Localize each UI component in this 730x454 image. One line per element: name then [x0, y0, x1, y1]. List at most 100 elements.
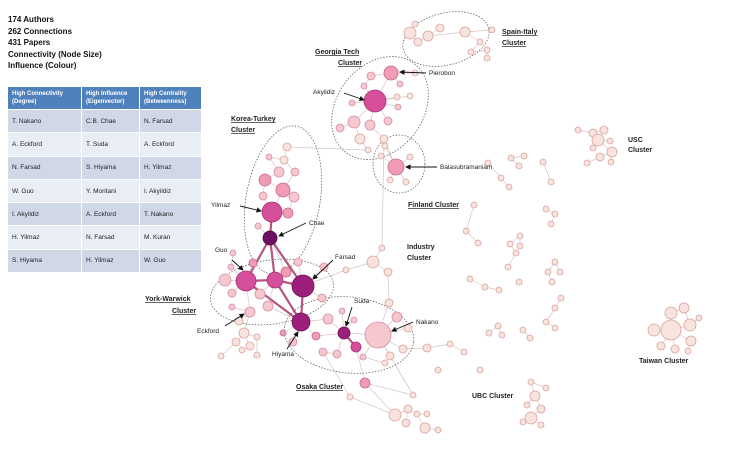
author-node — [506, 240, 514, 248]
author-node — [446, 340, 454, 348]
author-node — [606, 137, 614, 145]
author-node — [548, 278, 556, 286]
header-centrality-sub: (Betweenness) — [144, 99, 187, 105]
author-node — [322, 313, 334, 325]
author-node — [504, 263, 512, 271]
author-node — [595, 152, 605, 162]
author-label-eckford: Eckford — [197, 328, 219, 335]
pierobon-arrow — [399, 69, 427, 75]
author-node — [253, 333, 261, 341]
cluster-label-york-warwick: York-Warwick — [145, 296, 191, 303]
author-node — [311, 331, 321, 341]
name-arrows — [224, 69, 437, 350]
author-node — [470, 201, 478, 209]
author-node — [258, 191, 268, 201]
cell-connectivity: N. Farsad — [7, 155, 82, 180]
edge — [349, 396, 396, 416]
author-label-hiyama: Hiyama — [272, 351, 294, 358]
author-label-akyildiz: Akyildiz — [313, 89, 335, 96]
author-node — [526, 334, 534, 342]
author-node — [388, 408, 402, 422]
author-node — [248, 258, 258, 268]
author-node — [227, 263, 235, 271]
author-label-farsad: Farsad — [335, 254, 356, 261]
author-node — [422, 343, 432, 353]
author-node — [288, 191, 300, 203]
author-node — [547, 178, 555, 186]
author-node — [519, 418, 527, 426]
author-node — [318, 347, 328, 357]
table-row: I. Akyildiz A. Eckford T. Nakano — [7, 202, 202, 227]
author-node — [378, 244, 386, 252]
summary-stats: 174 Authors 262 Connections 431 Papers C… — [8, 14, 102, 72]
author-node — [484, 159, 492, 167]
author-node — [519, 326, 527, 334]
author-node — [381, 142, 389, 150]
author-node — [235, 270, 257, 292]
header-influence-title: High Influence — [86, 91, 128, 97]
cell-influence: A. Eckford — [81, 202, 140, 227]
author-node — [364, 146, 372, 154]
author-node — [386, 176, 394, 184]
author-node — [507, 154, 515, 162]
author-node — [406, 92, 414, 100]
eckford-arrow — [224, 313, 245, 327]
author-node — [403, 26, 417, 40]
author-node — [359, 377, 371, 389]
author-node — [254, 288, 266, 300]
table-row: S. Hiyama H. Yilmaz W. Guo — [7, 248, 202, 274]
author-node — [275, 182, 291, 198]
author-node — [683, 318, 697, 332]
author-node — [542, 318, 550, 326]
cell-centrality: A. Eckford — [139, 132, 202, 157]
author-node — [685, 335, 697, 347]
author-node — [527, 378, 535, 386]
author-node — [529, 390, 541, 402]
author-node — [647, 323, 661, 337]
yilmaz-arrow — [239, 205, 262, 213]
network-nodes — [217, 20, 703, 434]
guo-arrow — [231, 259, 244, 271]
author-node — [551, 324, 559, 332]
author-node — [413, 410, 421, 418]
author-node — [291, 312, 311, 332]
author-label-nakano: Nakano — [416, 319, 439, 326]
author-node — [483, 46, 491, 54]
author-node — [403, 404, 413, 414]
author-node — [474, 239, 482, 247]
author-node — [342, 266, 350, 274]
cluster-label-korea-turkey-2: Cluster — [231, 127, 255, 134]
author-node — [363, 89, 387, 113]
author-node — [459, 26, 471, 38]
author-label-balasubramaniam: Balasubramaniam — [440, 164, 492, 171]
header-influence: High Influence (Eigenvector) — [81, 86, 140, 110]
author-node — [422, 30, 434, 42]
georgia-tech-outline — [331, 56, 429, 160]
table-body: T. Nakano C.B. Chae N. Farsad A. Eckford T. … — [7, 108, 202, 274]
author-node — [332, 349, 342, 359]
author-node — [505, 183, 513, 191]
author-node — [383, 116, 393, 126]
author-node — [460, 348, 468, 356]
network-labels: Spain-Italy Cluster Georgia Tech Cluster Kor… — [145, 29, 689, 400]
author-node — [273, 166, 285, 178]
cluster-label-usc-2: Cluster — [628, 147, 652, 154]
cell-centrality: H. Yilmaz — [139, 155, 202, 180]
author-node — [217, 352, 225, 360]
author-node — [253, 351, 261, 359]
author-node — [350, 316, 358, 324]
suda-arrow — [344, 306, 353, 327]
metrics-table: High Connectivity (Degree) High Influence… — [7, 86, 202, 274]
author-node — [423, 410, 431, 418]
author-node — [542, 205, 550, 213]
network-edges — [220, 23, 700, 431]
author-node — [364, 119, 376, 131]
author-node — [695, 314, 703, 322]
author-label-suda: Suda — [354, 298, 370, 305]
author-node — [379, 134, 389, 144]
author-node — [335, 123, 345, 133]
author-node — [523, 401, 531, 409]
cluster-label-usc: USC — [628, 137, 643, 144]
author-node — [266, 271, 284, 289]
author-node — [291, 274, 315, 298]
